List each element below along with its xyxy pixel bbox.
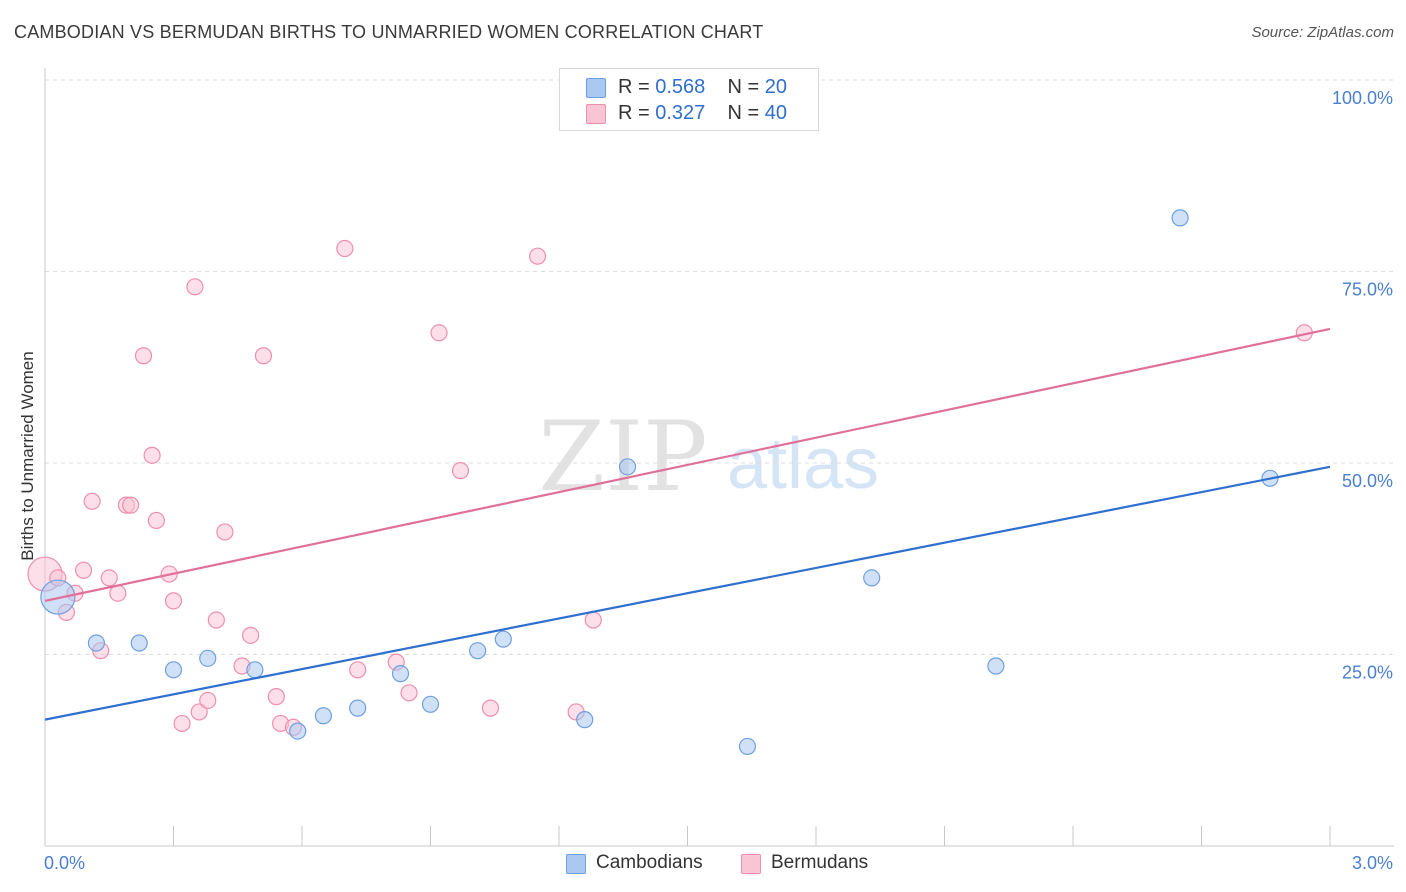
data-point bbox=[164, 592, 183, 610]
data-point bbox=[216, 523, 234, 541]
data-point bbox=[421, 695, 440, 713]
data-point bbox=[494, 630, 512, 648]
n-label: N = bbox=[727, 76, 760, 98]
data-point bbox=[207, 611, 225, 629]
x-tick-label: 3.0% bbox=[1352, 853, 1393, 873]
data-point bbox=[584, 611, 602, 629]
data-point bbox=[481, 699, 500, 717]
data-point bbox=[100, 569, 118, 587]
r-label: R = bbox=[618, 76, 650, 98]
data-point bbox=[173, 714, 191, 733]
y-tick-label: 25.0% bbox=[1342, 663, 1393, 683]
data-point bbox=[336, 239, 354, 258]
cambodians-swatch bbox=[566, 854, 586, 874]
data-point bbox=[528, 247, 547, 265]
data-point bbox=[1171, 209, 1189, 227]
data-point bbox=[314, 707, 333, 725]
data-point bbox=[143, 446, 161, 464]
data-point bbox=[246, 661, 264, 679]
data-point bbox=[576, 711, 594, 729]
data-point bbox=[289, 722, 307, 740]
data-point bbox=[122, 496, 140, 514]
axes bbox=[44, 68, 1394, 847]
y-tick-labels: 25.0% 50.0% 75.0% 100.0% bbox=[1332, 88, 1393, 683]
data-point bbox=[349, 661, 367, 679]
n-value: 20 bbox=[764, 76, 788, 98]
data-point bbox=[190, 703, 208, 721]
data-point bbox=[451, 462, 470, 480]
r-value: 0.568 bbox=[655, 76, 706, 98]
legend-label: Bermudans bbox=[771, 852, 869, 873]
bermudans-swatch bbox=[586, 104, 606, 124]
cambodians-swatch bbox=[586, 78, 606, 98]
data-point bbox=[987, 657, 1005, 675]
data-point bbox=[400, 684, 418, 702]
data-point bbox=[74, 561, 93, 579]
bermudans-swatch bbox=[741, 854, 761, 874]
data-point bbox=[863, 569, 881, 587]
x-tick-labels: 0.0% 3.0% bbox=[44, 853, 1393, 873]
n-value: 40 bbox=[764, 102, 788, 124]
watermark: ZIP atlas bbox=[538, 401, 879, 513]
data-point bbox=[618, 458, 637, 476]
x-tick-label: 0.0% bbox=[44, 853, 85, 873]
chart-title: CAMBODIAN VS BERMUDAN BIRTHS TO UNMARRIE… bbox=[14, 22, 764, 42]
data-point bbox=[738, 737, 757, 756]
y-tick-label: 75.0% bbox=[1342, 280, 1393, 300]
data-point bbox=[147, 511, 165, 530]
y-axis-label: Births to Unmarried Women bbox=[18, 351, 37, 560]
stats-legend: R = 0.568 N = 20 R = 0.327 N = 40 bbox=[559, 68, 819, 131]
series-legend: Cambodians Bermudans bbox=[0, 850, 1406, 880]
grid-lines bbox=[45, 79, 1394, 655]
watermark-zip: ZIP bbox=[538, 401, 707, 513]
data-point bbox=[186, 278, 204, 296]
data-point bbox=[254, 347, 273, 365]
r-label: R = bbox=[618, 102, 650, 124]
data-point bbox=[349, 699, 367, 717]
legend-label: Cambodians bbox=[596, 852, 703, 873]
r-value: 0.327 bbox=[655, 102, 706, 124]
data-point bbox=[267, 688, 285, 706]
trend-line bbox=[44, 327, 1331, 602]
data-point bbox=[134, 347, 153, 365]
data-point bbox=[164, 661, 183, 679]
data-point bbox=[83, 492, 101, 510]
data-point bbox=[130, 634, 148, 652]
data-point bbox=[242, 626, 260, 644]
data-point bbox=[199, 649, 217, 667]
watermark-atlas: atlas bbox=[727, 424, 879, 504]
n-label: N = bbox=[727, 102, 760, 124]
y-tick-label: 50.0% bbox=[1342, 471, 1393, 491]
data-point bbox=[391, 665, 410, 683]
y-tick-label: 100.0% bbox=[1332, 88, 1393, 108]
trend-lines bbox=[44, 327, 1331, 721]
data-point bbox=[199, 691, 217, 710]
data-point bbox=[469, 642, 487, 660]
data-point bbox=[87, 634, 106, 652]
trend-line bbox=[44, 465, 1331, 721]
source-label: Source: ZipAtlas.com bbox=[1251, 24, 1394, 41]
data-point bbox=[430, 324, 448, 342]
